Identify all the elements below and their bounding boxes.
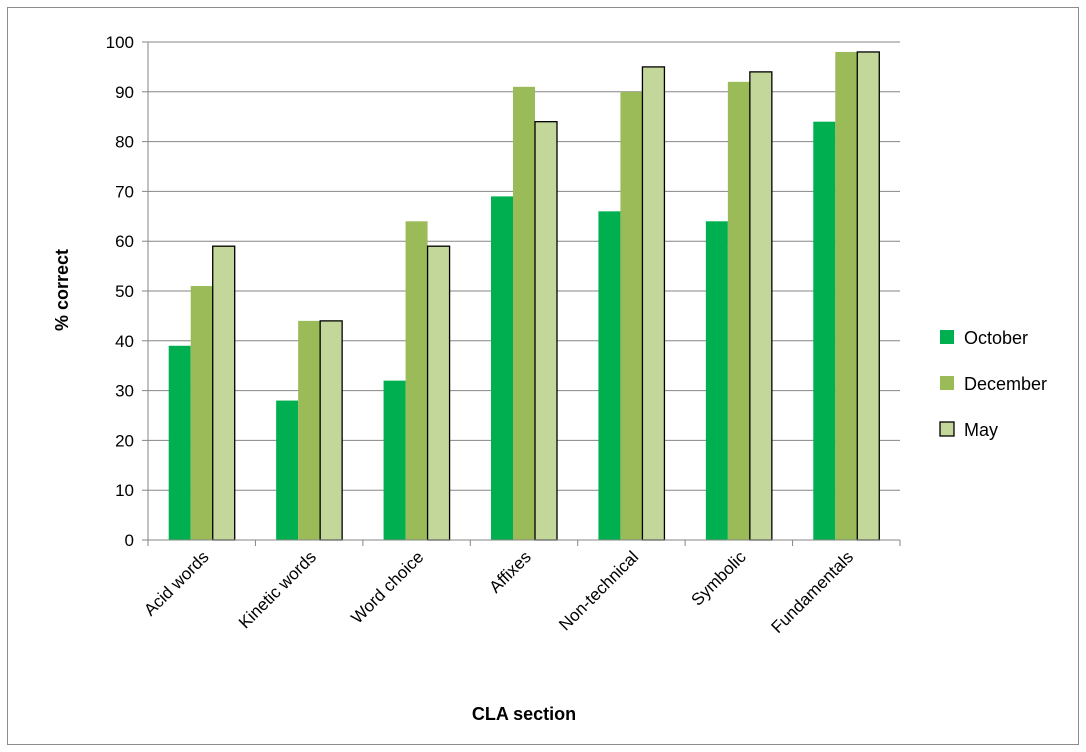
- legend: October December May: [939, 328, 1047, 440]
- bar-may: [534, 121, 558, 541]
- bar-may: [212, 245, 236, 541]
- bar-october: [705, 221, 728, 540]
- legend-swatch-may: [939, 421, 955, 437]
- bar-december: [835, 51, 858, 541]
- x-tick-label: Word choice: [347, 547, 427, 627]
- bar-may: [641, 66, 666, 541]
- bar-december: [405, 221, 428, 540]
- y-tick-label: 30: [115, 382, 134, 401]
- y-tick-label: 10: [115, 481, 134, 500]
- x-tick-label: Non-technical: [555, 547, 642, 634]
- bar-october: [383, 380, 406, 540]
- bars: [168, 51, 880, 541]
- y-tick-label: 0: [125, 531, 134, 550]
- legend-label-december: December: [964, 374, 1047, 394]
- bar-may: [426, 245, 451, 541]
- axes: [142, 41, 901, 546]
- y-tick-label: 80: [115, 133, 134, 152]
- bar-december: [727, 81, 750, 540]
- legend-swatch-october: [940, 330, 954, 344]
- y-tick-label: 60: [115, 232, 134, 251]
- bar-may: [856, 51, 880, 541]
- y-tick-label: 40: [115, 332, 134, 351]
- bar-december: [620, 91, 643, 541]
- legend-swatch-december: [940, 376, 954, 390]
- y-tick-label: 50: [115, 282, 134, 301]
- x-tick-label: Affixes: [486, 547, 535, 596]
- x-axis-title: CLA section: [472, 704, 576, 724]
- y-tick-label: 20: [115, 431, 134, 450]
- bar-may: [319, 320, 343, 541]
- bar-october: [168, 345, 191, 540]
- bar-october: [491, 196, 513, 540]
- bar-december: [190, 286, 213, 540]
- bar-december: [298, 320, 321, 540]
- bar-december: [513, 86, 535, 540]
- y-tick-label: 70: [115, 182, 134, 201]
- bar-october: [813, 121, 836, 541]
- bar-may: [749, 71, 773, 541]
- legend-label-october: October: [964, 328, 1028, 348]
- y-axis-title: % correct: [52, 249, 72, 331]
- y-tick-label: 90: [115, 83, 134, 102]
- bar-october: [598, 211, 621, 540]
- x-tick-label: Kinetic words: [235, 547, 320, 632]
- x-tick-label: Symbolic: [687, 547, 750, 610]
- y-tick-label: 100: [106, 33, 134, 52]
- x-tick-label: Acid words: [140, 547, 212, 619]
- x-tick-label: Fundamentals: [767, 547, 857, 637]
- legend-label-may: May: [964, 420, 998, 440]
- bar-october: [276, 400, 299, 540]
